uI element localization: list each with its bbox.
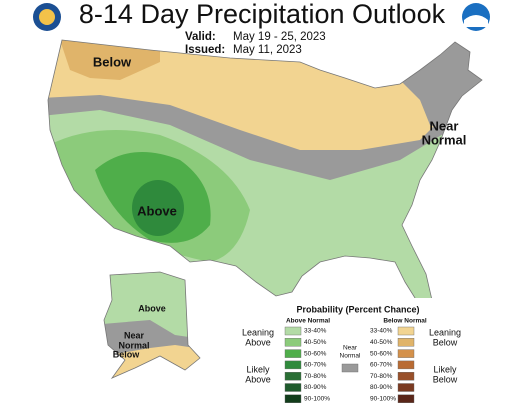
legend-below-swatch — [397, 360, 415, 370]
doc-logo-inner — [39, 9, 55, 25]
legend-above-swatch — [284, 394, 302, 403]
legend-below-range: 90-100% — [370, 396, 396, 403]
legend-above-swatch — [284, 338, 302, 347]
legend-box — [240, 298, 480, 402]
legend-above-range: 33-40% — [304, 328, 327, 335]
legend-below-range: 33-40% — [370, 328, 393, 335]
conus-outline — [47, 39, 483, 307]
legend-above-swatch — [284, 383, 302, 392]
legend-below-range: 50-60% — [370, 350, 393, 357]
legend-below-swatch — [397, 394, 415, 403]
map-label: Near — [124, 330, 145, 340]
legend-likely-above: Likely — [246, 364, 270, 374]
map-label: Near — [430, 118, 459, 133]
legend-above-swatch — [284, 372, 302, 381]
issued-date: May 11, 2023 — [233, 44, 302, 56]
legend-likely-below: Likely — [433, 364, 457, 374]
legend-likely-above: Above — [245, 374, 271, 384]
issued-label: Issued: — [185, 44, 225, 56]
map-label: Above — [138, 303, 166, 313]
legend-above-range: 70-80% — [304, 373, 327, 380]
legend-near: Normal — [340, 353, 362, 360]
legend-leaning-below: Leaning — [429, 327, 461, 337]
legend-above-range: 80-90% — [304, 384, 327, 391]
map-label: Above — [137, 203, 177, 218]
legend-above-header: Above Normal — [286, 318, 330, 325]
legend-near: Near — [343, 345, 358, 352]
legend-leaning-above: Above — [245, 337, 271, 347]
legend-above-swatch — [284, 360, 302, 370]
legend-likely-below: Below — [433, 374, 458, 384]
legend-above-range: 60-70% — [304, 362, 327, 369]
map-label: Normal — [118, 340, 149, 350]
legend-above-swatch — [284, 326, 302, 336]
map-label: Normal — [422, 132, 467, 147]
legend-below-range: 80-90% — [370, 384, 393, 391]
valid-dates: May 19 - 25, 2023 — [233, 31, 326, 43]
legend-near-swatch — [341, 363, 359, 373]
valid-label: Valid: — [185, 31, 216, 43]
legend-leaning-below: Below — [433, 337, 458, 347]
legend-below-swatch — [397, 338, 415, 347]
legend-below-header: Below Normal — [383, 318, 427, 325]
legend-below-swatch — [397, 326, 415, 336]
legend-below-range: 40-50% — [370, 339, 393, 346]
legend-above-range: 90-100% — [304, 396, 330, 403]
legend-title: Probability (Percent Chance) — [296, 304, 419, 314]
legend-below-range: 60-70% — [370, 362, 393, 369]
legend-leaning-above: Leaning — [242, 327, 274, 337]
legend-below-swatch — [397, 383, 415, 392]
title: 8-14 Day Precipitation Outlook — [79, 0, 446, 29]
noaa-logo-wave — [464, 15, 488, 27]
map-label: Below — [113, 349, 141, 359]
legend-below-swatch — [397, 372, 415, 381]
legend-above-range: 50-60% — [304, 350, 327, 357]
alaska-map — [104, 272, 200, 378]
map-label: Below — [93, 54, 132, 69]
legend-below-swatch — [397, 349, 415, 358]
legend-above-swatch — [284, 349, 302, 358]
legend-below-range: 70-80% — [370, 373, 393, 380]
legend-above-range: 40-50% — [304, 339, 327, 346]
alaska-outline — [103, 271, 201, 379]
